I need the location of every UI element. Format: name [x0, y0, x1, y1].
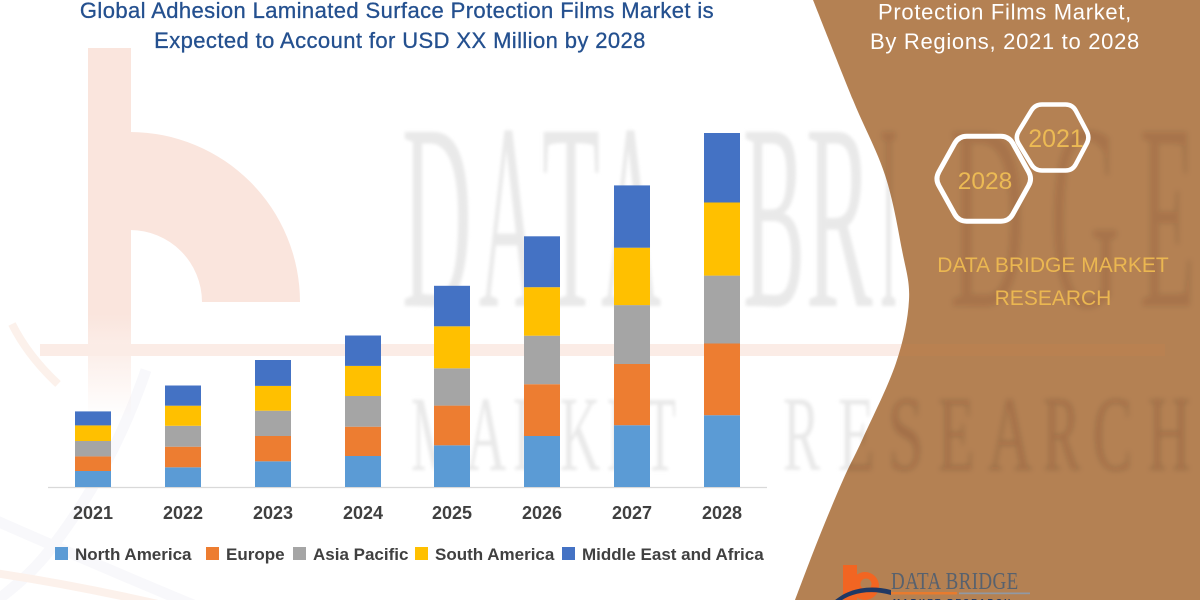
svg-text:North America: North America — [75, 545, 192, 564]
svg-text:2022: 2022 — [163, 503, 203, 523]
svg-text:Global Adhesion Laminated Surf: Global Adhesion Laminated Surface Protec… — [80, 0, 714, 23]
svg-text:2028: 2028 — [958, 168, 1013, 195]
svg-text:2021: 2021 — [73, 503, 113, 523]
svg-text:Middle East and Africa: Middle East and Africa — [582, 545, 764, 564]
svg-text:2027: 2027 — [612, 503, 652, 523]
svg-text:2026: 2026 — [522, 503, 562, 523]
svg-text:MARKET RESEARCH: MARKET RESEARCH — [893, 597, 1012, 600]
svg-text:By Regions, 2021 to 2028: By Regions, 2021 to 2028 — [870, 29, 1140, 54]
svg-text:South America: South America — [435, 545, 555, 564]
svg-text:DATA BRIDGE: DATA BRIDGE — [891, 568, 1019, 595]
svg-text:DATA BRIDGE MARKET: DATA BRIDGE MARKET — [937, 254, 1169, 277]
svg-text:2021: 2021 — [1028, 125, 1084, 153]
svg-text:Protection Films Market,: Protection Films Market, — [878, 0, 1132, 25]
svg-text:Europe: Europe — [226, 545, 285, 564]
svg-text:RESEARCH: RESEARCH — [995, 287, 1112, 310]
svg-text:2028: 2028 — [702, 503, 742, 523]
svg-text:2025: 2025 — [432, 503, 472, 523]
svg-text:Expected to Account for USD XX: Expected to Account for USD XX Million b… — [154, 28, 646, 53]
svg-text:2024: 2024 — [343, 503, 383, 523]
svg-text:2023: 2023 — [253, 503, 293, 523]
svg-text:Asia Pacific: Asia Pacific — [313, 545, 408, 564]
